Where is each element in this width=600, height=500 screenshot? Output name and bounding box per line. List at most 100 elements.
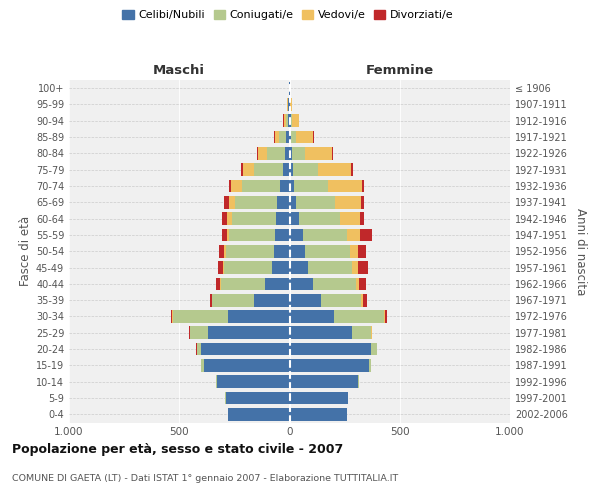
Bar xyxy=(290,164,293,176)
Bar xyxy=(221,278,265,290)
Bar xyxy=(361,294,364,306)
Bar xyxy=(267,147,284,160)
Bar xyxy=(362,180,364,192)
Bar xyxy=(208,326,290,339)
Bar xyxy=(361,196,364,208)
Bar xyxy=(242,180,280,192)
Bar xyxy=(291,130,296,143)
Bar xyxy=(218,261,223,274)
Bar xyxy=(359,278,365,290)
Bar xyxy=(290,130,291,143)
Bar xyxy=(217,376,290,388)
Bar xyxy=(356,278,359,290)
Bar xyxy=(371,326,372,339)
Bar xyxy=(258,147,267,160)
Bar xyxy=(283,164,290,176)
Bar xyxy=(241,164,243,176)
Bar xyxy=(223,261,224,274)
Bar xyxy=(290,408,347,420)
Bar xyxy=(290,180,294,192)
Bar xyxy=(226,392,290,404)
Bar xyxy=(272,261,290,274)
Bar xyxy=(229,228,275,241)
Text: Maschi: Maschi xyxy=(153,64,205,78)
Bar xyxy=(220,278,221,290)
Bar xyxy=(332,147,333,160)
Bar xyxy=(290,294,322,306)
Bar xyxy=(202,359,203,372)
Bar xyxy=(274,245,290,258)
Bar xyxy=(224,196,229,208)
Bar xyxy=(284,147,290,160)
Bar xyxy=(171,310,172,323)
Bar xyxy=(288,98,289,111)
Bar xyxy=(350,245,358,258)
Bar xyxy=(226,245,274,258)
Bar xyxy=(364,294,367,306)
Bar xyxy=(290,147,292,160)
Bar xyxy=(290,228,303,241)
Bar xyxy=(289,98,290,111)
Bar xyxy=(290,245,305,258)
Bar xyxy=(290,376,358,388)
Bar xyxy=(305,245,350,258)
Bar xyxy=(335,196,361,208)
Bar xyxy=(299,212,340,225)
Bar xyxy=(220,245,224,258)
Bar xyxy=(290,359,369,372)
Bar xyxy=(215,376,217,388)
Bar xyxy=(275,130,279,143)
Bar xyxy=(280,180,290,192)
Y-axis label: Anni di nascita: Anni di nascita xyxy=(574,208,587,295)
Bar xyxy=(305,147,332,160)
Bar xyxy=(197,342,202,355)
Bar xyxy=(224,245,226,258)
Bar xyxy=(229,196,235,208)
Bar xyxy=(286,130,290,143)
Bar xyxy=(212,294,254,306)
Bar xyxy=(279,130,286,143)
Bar xyxy=(290,114,292,127)
Bar xyxy=(210,294,212,306)
Bar xyxy=(290,98,292,111)
Bar xyxy=(228,408,290,420)
Bar xyxy=(228,310,290,323)
Bar xyxy=(294,180,328,192)
Bar xyxy=(265,278,290,290)
Bar xyxy=(227,212,232,225)
Bar xyxy=(296,130,313,143)
Bar xyxy=(369,359,371,372)
Legend: Celibi/Nubili, Coniugati/e, Vedovi/e, Divorziati/e: Celibi/Nubili, Coniugati/e, Vedovi/e, Di… xyxy=(118,6,458,25)
Bar xyxy=(173,310,228,323)
Bar xyxy=(216,278,220,290)
Bar xyxy=(334,310,385,323)
Bar xyxy=(227,228,229,241)
Bar xyxy=(385,310,386,323)
Bar xyxy=(358,376,359,388)
Text: COMUNE DI GAETA (LT) - Dati ISTAT 1° gennaio 2007 - Elaborazione TUTTITALIA.IT: COMUNE DI GAETA (LT) - Dati ISTAT 1° gen… xyxy=(12,474,398,483)
Bar xyxy=(290,261,308,274)
Bar xyxy=(293,164,318,176)
Bar xyxy=(340,212,360,225)
Bar xyxy=(231,180,242,192)
Bar xyxy=(347,228,360,241)
Bar xyxy=(358,245,365,258)
Bar xyxy=(292,114,299,127)
Bar xyxy=(202,342,290,355)
Bar xyxy=(371,342,377,355)
Bar xyxy=(352,326,371,339)
Bar xyxy=(308,261,352,274)
Bar xyxy=(276,212,290,225)
Bar xyxy=(277,196,290,208)
Bar xyxy=(290,310,334,323)
Bar xyxy=(290,342,371,355)
Bar xyxy=(222,212,227,225)
Bar xyxy=(284,114,286,127)
Y-axis label: Fasce di età: Fasce di età xyxy=(19,216,32,286)
Bar xyxy=(352,261,358,274)
Bar xyxy=(254,164,283,176)
Bar xyxy=(229,180,231,192)
Bar xyxy=(358,261,368,274)
Bar xyxy=(275,228,290,241)
Bar xyxy=(290,212,299,225)
